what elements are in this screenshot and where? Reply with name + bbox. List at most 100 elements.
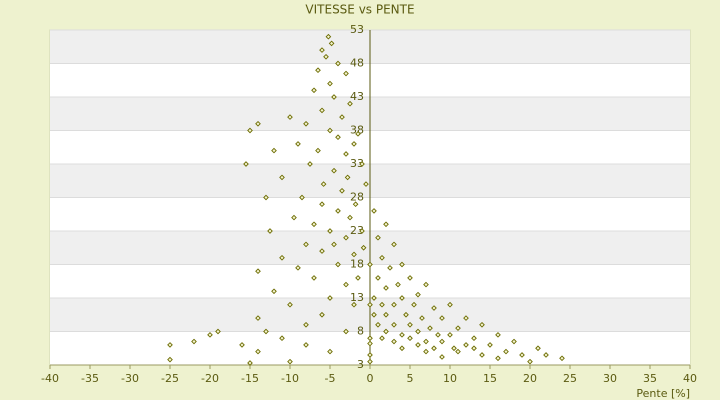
point (287, 114, 293, 120)
x-tick-label: 35 (643, 372, 657, 385)
point (351, 251, 357, 258)
point (323, 53, 329, 60)
point (435, 332, 441, 338)
point (319, 107, 325, 114)
point (247, 360, 253, 366)
point (471, 345, 477, 352)
x-tick-label: -15 (241, 372, 259, 385)
point (399, 295, 405, 301)
point (295, 265, 301, 271)
point (487, 342, 493, 348)
point (167, 356, 173, 363)
point (371, 311, 377, 318)
y-tick-label: 8 (357, 325, 364, 338)
point (463, 315, 469, 321)
point (407, 321, 413, 328)
point (535, 345, 541, 352)
y-tick-label: 28 (350, 191, 364, 204)
y-tick-label: 13 (350, 291, 364, 304)
point (247, 127, 253, 134)
x-tick-label: -10 (281, 372, 299, 385)
point (415, 291, 421, 298)
point (391, 241, 397, 248)
point (367, 340, 373, 347)
point (359, 228, 365, 234)
point (327, 295, 333, 301)
point (335, 261, 341, 268)
point (367, 301, 373, 308)
point (295, 141, 301, 147)
point (327, 127, 333, 134)
point (271, 147, 277, 154)
point (423, 281, 429, 288)
point (263, 328, 269, 335)
point (243, 161, 249, 167)
point (327, 348, 333, 355)
point (399, 345, 405, 352)
x-axis-label: Pente [%] (636, 387, 690, 400)
point (355, 131, 361, 137)
y-tick-label: 53 (350, 23, 364, 36)
point (415, 328, 421, 335)
point (367, 335, 373, 342)
point (343, 70, 349, 77)
point (391, 301, 397, 308)
point (307, 161, 313, 167)
point (383, 311, 389, 318)
point (335, 60, 341, 67)
point (391, 338, 397, 345)
point (215, 328, 221, 335)
y-tick-label: 38 (350, 124, 364, 137)
point (455, 325, 461, 331)
point (379, 301, 385, 308)
x-tick-label: -5 (325, 372, 336, 385)
point (447, 332, 453, 338)
point (287, 358, 293, 365)
point (267, 228, 273, 234)
point (351, 301, 357, 308)
point (519, 352, 525, 358)
y-tick-label: 23 (350, 224, 364, 237)
x-tick-label: 30 (603, 372, 617, 385)
point (351, 141, 357, 147)
point (331, 241, 337, 248)
point (255, 348, 261, 355)
point (255, 120, 261, 127)
point (383, 328, 389, 335)
point (407, 335, 413, 342)
point (319, 248, 325, 254)
point (303, 241, 309, 248)
point (423, 338, 429, 345)
point (335, 134, 341, 141)
point (319, 201, 325, 208)
point (439, 338, 445, 345)
point (419, 315, 425, 321)
point (355, 275, 361, 281)
point (527, 358, 533, 365)
point (479, 352, 485, 358)
point (303, 342, 309, 348)
point (343, 234, 349, 241)
point (311, 87, 317, 94)
point (431, 305, 437, 311)
point (239, 342, 245, 348)
point (495, 332, 501, 338)
point (299, 194, 305, 201)
point (339, 187, 345, 194)
point (320, 181, 327, 187)
point (403, 311, 409, 318)
point (423, 348, 429, 355)
point (319, 47, 325, 53)
point (415, 342, 421, 348)
y-tick-label: 33 (350, 157, 364, 170)
point (311, 221, 317, 228)
point (431, 345, 437, 352)
point (271, 288, 277, 295)
chart-title: VITESSE vs PENTE (305, 3, 414, 17)
point (511, 338, 517, 345)
x-tick-label: 20 (523, 372, 537, 385)
point (399, 332, 405, 338)
point (543, 352, 549, 358)
point (479, 321, 485, 328)
